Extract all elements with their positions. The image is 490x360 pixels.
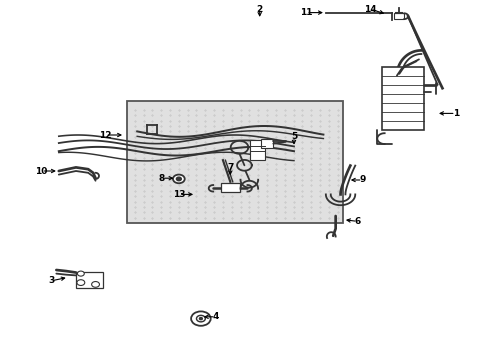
Text: 9: 9 xyxy=(359,175,366,184)
Text: 4: 4 xyxy=(212,312,219,321)
Bar xyxy=(382,67,424,130)
Text: 13: 13 xyxy=(172,190,185,199)
Bar xyxy=(394,13,404,19)
Circle shape xyxy=(196,315,205,322)
Text: 7: 7 xyxy=(227,163,234,172)
Circle shape xyxy=(173,175,185,183)
Text: 12: 12 xyxy=(99,130,112,139)
Text: 11: 11 xyxy=(300,8,313,17)
Bar xyxy=(220,183,240,192)
Circle shape xyxy=(77,271,84,276)
Text: 6: 6 xyxy=(355,217,361,226)
Circle shape xyxy=(176,177,181,181)
Text: 8: 8 xyxy=(159,174,165,183)
Bar xyxy=(261,139,273,148)
Circle shape xyxy=(92,282,99,287)
Circle shape xyxy=(199,318,202,320)
Text: 14: 14 xyxy=(364,4,376,13)
Text: 10: 10 xyxy=(35,166,48,175)
Text: 1: 1 xyxy=(453,109,459,118)
Circle shape xyxy=(77,280,85,285)
Bar xyxy=(250,140,265,160)
Circle shape xyxy=(191,311,211,326)
Text: 3: 3 xyxy=(49,276,54,285)
Bar xyxy=(127,101,343,223)
Text: 2: 2 xyxy=(257,4,263,13)
Text: 5: 5 xyxy=(291,132,297,141)
Bar xyxy=(76,272,103,288)
